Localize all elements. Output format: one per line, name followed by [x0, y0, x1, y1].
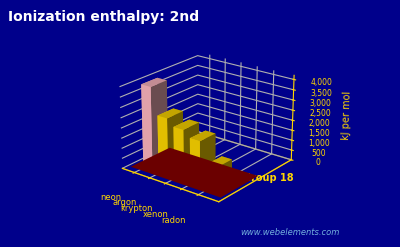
- Text: Ionization enthalpy: 2nd: Ionization enthalpy: 2nd: [8, 10, 199, 24]
- Text: www.webelements.com: www.webelements.com: [240, 228, 339, 237]
